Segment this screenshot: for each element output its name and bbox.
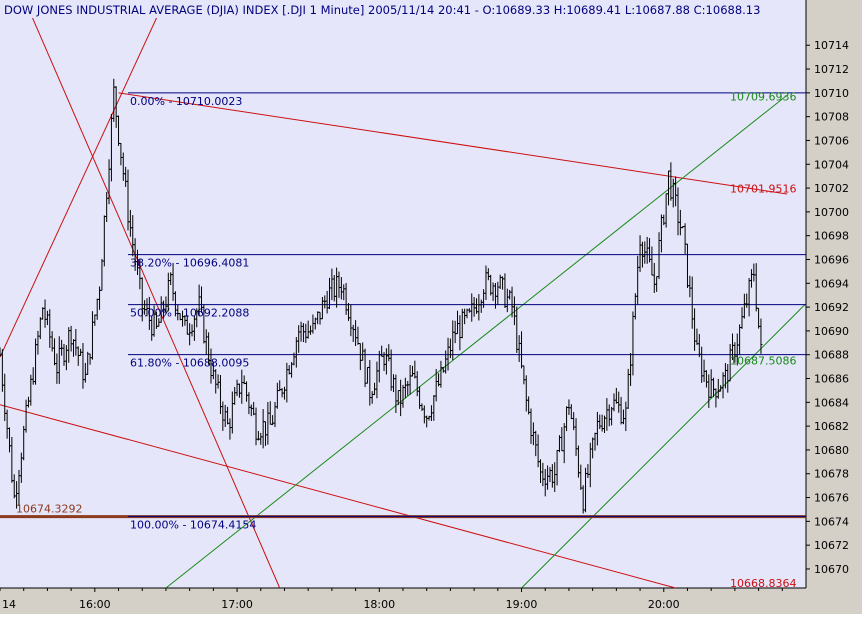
y-tick-label: 10712	[814, 63, 849, 76]
y-tick-label: 10704	[814, 158, 849, 171]
trendline-red	[24, 0, 281, 589]
y-tick-label: 10694	[814, 277, 849, 290]
y-tick-label: 10690	[814, 325, 849, 338]
fib-level-label: 100.00% - 10674.4154	[130, 518, 256, 531]
y-tick-label: 10714	[814, 39, 849, 52]
y-tick-label: 10686	[814, 373, 849, 386]
x-tick-label: 19:00	[506, 598, 538, 611]
price-bars	[0, 78, 763, 514]
fib-level-label: 0.00% - 10710.0023	[130, 95, 242, 108]
title-backdrop	[0, 0, 690, 18]
x-axis-ticks: 14 16:00 17:00 18:00 19:00 20:00	[0, 588, 783, 611]
fib-level-label: 50.00% - 10692.2088	[130, 307, 249, 320]
chart-header: DOW JONES INDUSTRIAL AVERAGE (DJIA) INDE…	[4, 3, 760, 17]
x-tick-label: 20:00	[648, 598, 680, 611]
x-axis-panel	[0, 588, 806, 614]
trendline-value-label: 10668.8364	[730, 577, 796, 590]
y-tick-label: 10700	[814, 206, 849, 219]
y-tick-label: 10670	[814, 563, 849, 576]
y-axis-ticks: 10670 10672 10674 10676 10678 10680 10682 10684…	[806, 39, 849, 576]
fib-level-label: 61.80% - 10688.0095	[130, 357, 249, 370]
y-tick-label: 10672	[814, 539, 849, 552]
y-tick-label: 10708	[814, 111, 849, 124]
trendline-green	[165, 94, 788, 589]
y-tick-label: 10684	[814, 396, 849, 409]
trendline-value-label: 10687.5086	[730, 355, 796, 368]
x-tick-label: 14	[2, 598, 16, 611]
y-tick-label: 10706	[814, 134, 849, 147]
x-tick-label: 16:00	[79, 598, 111, 611]
y-tick-label: 10702	[814, 182, 849, 195]
fibonacci-levels: 0.00% - 10710.0023 38.20% - 10696.4081 50.…	[128, 92, 806, 531]
y-tick-label: 10710	[814, 87, 849, 100]
y-tick-label: 10678	[814, 468, 849, 481]
ohlc-bar	[759, 318, 763, 354]
y-tick-label: 10674	[814, 515, 849, 528]
trendline-green	[521, 303, 807, 589]
plot-area	[0, 0, 806, 588]
y-axis-panel	[806, 0, 862, 614]
x-tick-label: 18:00	[363, 598, 395, 611]
y-tick-label: 10680	[814, 444, 849, 457]
fib-level-label: 38.20% - 10696.4081	[130, 257, 249, 270]
y-tick-label: 10696	[814, 253, 849, 266]
y-tick-label: 10688	[814, 349, 849, 362]
trendline-red	[0, 404, 676, 589]
y-tick-label: 10682	[814, 420, 849, 433]
line-labels: 10701.9516 10668.8364 10709.6936 10687.5086…	[16, 90, 796, 589]
trendline-value-label: 10674.3292	[16, 502, 82, 515]
y-tick-label: 10698	[814, 230, 849, 243]
y-tick-label: 10676	[814, 492, 849, 505]
x-tick-label: 17:00	[221, 598, 253, 611]
trendline-value-label: 10701.9516	[730, 183, 796, 196]
y-tick-label: 10692	[814, 301, 849, 314]
trendline-red	[0, 0, 166, 358]
trendline-value-label: 10709.6936	[730, 90, 796, 103]
